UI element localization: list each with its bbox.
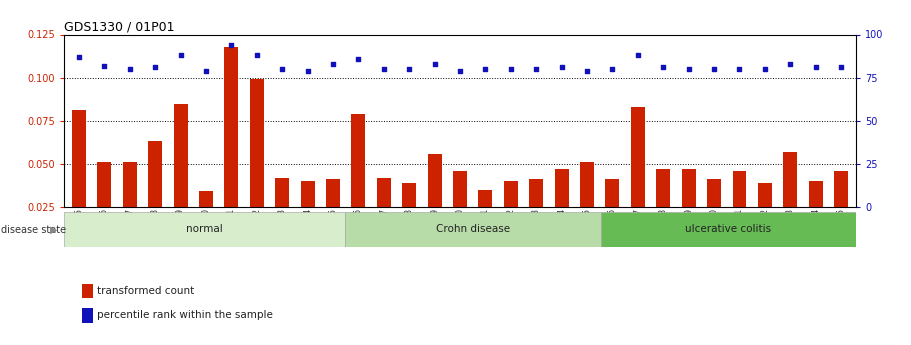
Bar [377,178,391,250]
Point [453,68,467,73]
Point [529,66,544,72]
Bar [148,141,162,250]
Bar [64,212,345,247]
Point [148,65,162,70]
Point [555,65,569,70]
Bar [453,171,467,250]
Bar [301,181,314,250]
Point [427,61,442,67]
Bar [82,284,93,298]
Bar [224,47,239,250]
Bar [345,212,600,247]
Bar [758,183,772,250]
Text: Crohn disease: Crohn disease [435,225,510,234]
Bar [580,162,594,250]
Point [732,66,747,72]
Point [72,54,87,60]
Bar [529,179,543,250]
Bar [783,152,797,250]
Bar [403,183,416,250]
Bar [326,179,340,250]
Point [478,66,493,72]
Point [656,65,670,70]
Bar [427,154,442,250]
Bar [681,169,696,250]
Bar [631,107,645,250]
Point [681,66,696,72]
Text: disease state: disease state [1,225,66,235]
Bar [250,79,264,250]
Point [834,65,848,70]
Point [97,63,112,68]
Text: normal: normal [186,225,223,234]
Bar [82,308,93,323]
Bar [72,110,86,250]
Text: transformed count: transformed count [97,286,194,296]
Bar [174,104,188,250]
Point [504,66,518,72]
Point [301,68,315,73]
Bar [97,162,111,250]
Bar [732,171,746,250]
Point [326,61,341,67]
Point [579,68,594,73]
Point [173,52,188,58]
Text: percentile rank within the sample: percentile rank within the sample [97,310,272,320]
Bar [504,181,517,250]
Point [122,66,137,72]
Point [250,52,264,58]
Bar [123,162,137,250]
Point [351,56,365,61]
Point [199,68,213,73]
Bar [555,169,568,250]
Point [605,66,619,72]
Point [808,65,823,70]
Bar [275,178,289,250]
Text: ulcerative colitis: ulcerative colitis [685,225,772,234]
Point [275,66,290,72]
Bar [834,171,848,250]
Text: ▶: ▶ [50,225,57,235]
Point [376,66,391,72]
Point [402,66,416,72]
Point [707,66,722,72]
Bar [656,169,670,250]
Bar [606,179,619,250]
Bar [809,181,823,250]
Bar [600,212,856,247]
Bar [352,114,365,250]
Bar [478,190,493,250]
Point [224,42,239,48]
Text: GDS1330 / 01P01: GDS1330 / 01P01 [64,20,174,33]
Bar [199,191,213,250]
Bar [707,179,722,250]
Point [758,66,773,72]
Point [783,61,798,67]
Point [630,52,645,58]
